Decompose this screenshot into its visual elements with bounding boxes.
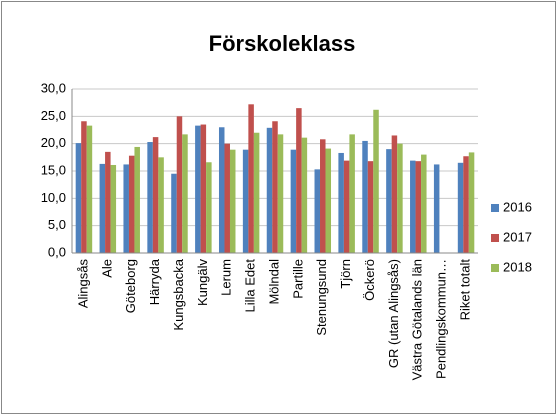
y-tick-label: 0,0 [48, 244, 66, 259]
legend-swatch [491, 204, 499, 212]
bar [86, 125, 93, 253]
legend-swatch [491, 264, 499, 272]
chart-title: Förskoleklass [209, 31, 356, 56]
bar [349, 134, 355, 253]
y-tick-label: 30,0 [41, 80, 66, 95]
bar [421, 154, 427, 253]
bar [248, 104, 254, 253]
bar [338, 152, 344, 253]
bar [272, 121, 278, 254]
x-tick-label: Pendlingskommun… [434, 259, 449, 379]
y-tick-label: 20,0 [41, 135, 66, 150]
bar [152, 137, 159, 253]
bar [171, 173, 177, 253]
bar [391, 135, 398, 253]
bar [242, 149, 249, 253]
x-tick-label: Lilla Edet [243, 259, 258, 313]
bar [128, 155, 135, 253]
bar [75, 143, 82, 253]
x-tick-label: Västra Götalands län [410, 259, 425, 380]
bar [134, 146, 140, 253]
bar [218, 127, 225, 253]
bar [320, 139, 326, 253]
legend-swatch [491, 234, 499, 242]
bar [206, 162, 212, 253]
bar [325, 148, 332, 253]
bar [110, 164, 117, 253]
bar [253, 132, 260, 253]
bar [415, 161, 422, 253]
bar [410, 160, 416, 253]
x-tick-label: Göteborg [123, 259, 138, 313]
bar [457, 162, 464, 253]
bar [373, 109, 379, 253]
x-tick-label: Alingsås [75, 259, 90, 309]
bar [397, 143, 403, 253]
legend-label: 2016 [503, 199, 532, 214]
bar [290, 149, 297, 253]
x-tick-label: Kungsbacka [171, 258, 186, 330]
bar [123, 164, 129, 253]
bar [158, 157, 164, 253]
y-tick-label: 15,0 [41, 162, 66, 177]
legend-label: 2017 [503, 229, 532, 244]
x-tick-label: Stenungsund [314, 259, 329, 336]
bar [195, 125, 201, 253]
bar [200, 124, 207, 254]
bar [182, 134, 188, 253]
bar [277, 134, 284, 253]
bar [468, 152, 475, 253]
y-tick-label: 10,0 [41, 190, 66, 205]
x-tick-label: GR (utan Alingsås) [386, 259, 401, 368]
bar [229, 149, 236, 253]
bar [343, 160, 350, 253]
bar [362, 140, 368, 253]
bar [81, 121, 87, 254]
bar [301, 137, 308, 253]
bar [147, 142, 153, 253]
bar [386, 149, 392, 253]
y-tick-label: 25,0 [41, 108, 66, 123]
x-tick-label: Lerum [219, 259, 234, 296]
y-tick-label: 5,0 [48, 217, 66, 232]
legend-label: 2018 [503, 259, 532, 274]
bar [314, 169, 321, 253]
x-tick-label: Mölndal [266, 259, 281, 305]
bar [266, 127, 273, 253]
bar [105, 151, 111, 253]
x-tick-label: Tjörn [338, 259, 353, 289]
x-tick-label: Riket totalt [457, 259, 472, 321]
bar [463, 156, 469, 253]
bar [296, 108, 302, 253]
bar [367, 161, 374, 253]
x-tick-label: Öckerö [362, 259, 377, 301]
x-tick-label: Härryda [147, 258, 162, 305]
bar [224, 143, 230, 253]
x-tick-label: Partille [290, 259, 305, 299]
bar [433, 164, 440, 253]
bar [176, 116, 183, 253]
x-tick-label: Ale [99, 259, 114, 278]
bar [99, 163, 106, 253]
x-tick-label: Kungälv [195, 259, 210, 306]
